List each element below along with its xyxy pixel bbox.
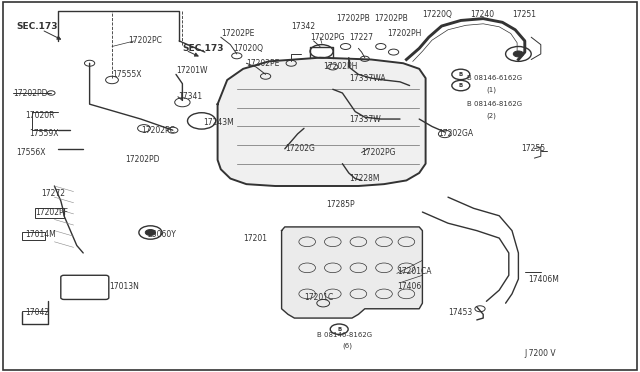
Text: 17285P: 17285P xyxy=(326,200,355,209)
Text: B: B xyxy=(337,327,341,332)
Text: SEC.173: SEC.173 xyxy=(16,22,58,31)
Text: 17556X: 17556X xyxy=(16,148,45,157)
Text: J 7200 V: J 7200 V xyxy=(525,349,556,358)
Text: 17202PF: 17202PF xyxy=(35,208,68,217)
Text: 17201CA: 17201CA xyxy=(397,267,431,276)
Text: 17255: 17255 xyxy=(522,144,546,153)
Text: 17202PE: 17202PE xyxy=(221,29,254,38)
Text: B 08146-8162G: B 08146-8162G xyxy=(467,101,522,107)
Text: 17251: 17251 xyxy=(512,10,536,19)
Text: 17202PG: 17202PG xyxy=(362,148,396,157)
Text: 17020Q: 17020Q xyxy=(234,44,264,53)
Text: 17201C: 17201C xyxy=(304,293,333,302)
Text: 17014M: 17014M xyxy=(26,230,56,239)
Text: 17337W: 17337W xyxy=(349,115,381,124)
Text: 17240: 17240 xyxy=(470,10,495,19)
Text: 17202PB: 17202PB xyxy=(374,14,408,23)
Bar xyxy=(35,208,64,218)
Text: (2): (2) xyxy=(486,112,496,119)
Text: B 08146-8162G: B 08146-8162G xyxy=(317,332,372,338)
Text: 17453: 17453 xyxy=(448,308,472,317)
Text: 17202GA: 17202GA xyxy=(438,129,474,138)
Text: B: B xyxy=(459,83,463,88)
Bar xyxy=(22,232,45,240)
Text: 17042: 17042 xyxy=(26,308,50,317)
Text: 25060Y: 25060Y xyxy=(147,230,176,239)
Text: 17341: 17341 xyxy=(178,92,202,101)
Text: 17201: 17201 xyxy=(243,234,268,243)
Text: 17020R: 17020R xyxy=(26,111,55,120)
Text: 17202PH: 17202PH xyxy=(387,29,422,38)
Text: 17202PD: 17202PD xyxy=(13,89,47,97)
Text: 17227: 17227 xyxy=(349,33,372,42)
Text: 17202G: 17202G xyxy=(285,144,315,153)
Text: SEC.173: SEC.173 xyxy=(182,44,224,53)
Text: 17202PD: 17202PD xyxy=(125,155,159,164)
Text: 17243M: 17243M xyxy=(204,118,234,127)
Text: 17220Q: 17220Q xyxy=(422,10,452,19)
Text: 17559X: 17559X xyxy=(29,129,58,138)
Text: 17228M: 17228M xyxy=(349,174,380,183)
Text: 17272: 17272 xyxy=(42,189,65,198)
Text: 17342: 17342 xyxy=(291,22,316,31)
Text: 17202PC: 17202PC xyxy=(141,126,175,135)
Text: 17337WA: 17337WA xyxy=(349,74,385,83)
Text: B: B xyxy=(459,72,463,77)
Text: 17406M: 17406M xyxy=(528,275,559,283)
Text: 17013N: 17013N xyxy=(109,282,139,291)
Text: B 08146-6162G: B 08146-6162G xyxy=(467,75,522,81)
Text: 17202PB: 17202PB xyxy=(336,14,370,23)
Text: (6): (6) xyxy=(342,343,353,349)
Circle shape xyxy=(145,230,156,235)
Text: 17202PE: 17202PE xyxy=(246,59,280,68)
Polygon shape xyxy=(282,227,422,318)
Text: 17555X: 17555X xyxy=(112,70,141,79)
Circle shape xyxy=(513,51,524,57)
Text: 17202PG: 17202PG xyxy=(310,33,345,42)
Text: 17202PC: 17202PC xyxy=(128,36,162,45)
Text: (1): (1) xyxy=(486,86,497,93)
Polygon shape xyxy=(218,58,426,186)
Text: 17406: 17406 xyxy=(397,282,421,291)
Text: 17202PH: 17202PH xyxy=(323,62,358,71)
Text: 17201W: 17201W xyxy=(176,66,207,75)
